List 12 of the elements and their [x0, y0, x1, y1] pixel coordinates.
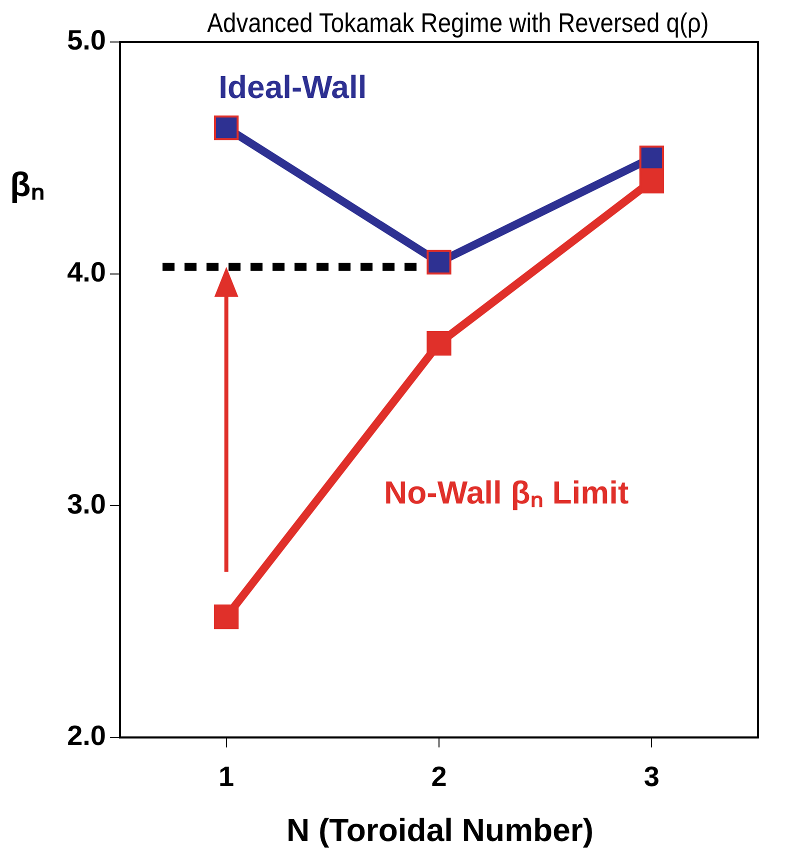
x-axis-title: N (Toroidal Number) — [286, 812, 594, 849]
x-tick-label: 2 — [431, 760, 447, 792]
y-tick-label: 3.0 — [67, 488, 106, 520]
y-tick-label: 4.0 — [67, 256, 106, 288]
y-axis-title: βₙ — [10, 165, 45, 206]
series-label: No-Wall βₙ Limit — [384, 474, 629, 510]
y-tick-label: 2.0 — [67, 720, 106, 752]
series-label: Ideal-Wall — [218, 68, 367, 105]
chart-title: Advanced Tokamak Regime with Reversed q(ρ) — [206, 8, 710, 39]
x-tick-label: 3 — [644, 760, 660, 792]
x-tick-label: 1 — [218, 760, 234, 792]
y-tick-label: 5.0 — [67, 24, 106, 56]
